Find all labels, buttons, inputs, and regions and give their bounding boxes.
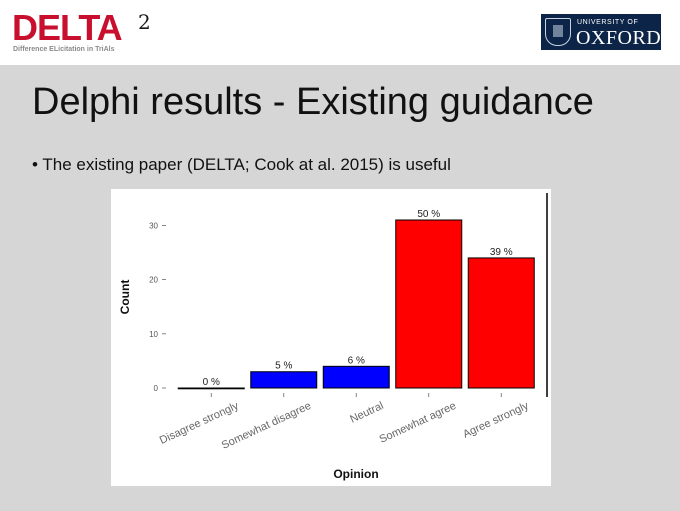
bullet-text: The existing paper (DELTA; Cook at al. 2… [42,155,451,174]
x-category-label: Somewhat agree [378,400,458,446]
bar [250,371,318,389]
bar [177,387,245,390]
bar [467,257,535,389]
y-tick-label: 10 [149,330,158,339]
chart-panel: 0 10 20 30 0 % Disagree strongly 5 % Somewhat d… [111,189,551,486]
oxford-logo-university-of: UNIVERSITY OF [577,19,639,26]
bar-data-label: 0 % [203,377,220,388]
x-category-label: Agree strongly [461,400,531,441]
oxford-logo: UNIVERSITY OF OXFORD [541,14,661,50]
delta-logo-superscript: 2 [138,10,151,34]
y-tick-label: 30 [149,221,158,230]
bar-data-label: 50 % [417,209,440,220]
bar-data-label: 5 % [275,361,292,372]
bar [395,219,463,389]
x-category-label: Neutral [348,400,385,426]
delta-logo: DELTA 2 Difference ELicitation in TriAls [12,7,151,54]
slide-title: Delphi results - Existing guidance [32,81,594,123]
y-tick-label: 20 [149,276,158,285]
bar-data-label: 6 % [348,355,365,366]
y-tick-label: 0 [154,384,159,393]
y-axis-title: Count [118,280,132,315]
x-axis-title: Opinion [333,467,378,481]
bullet-marker: • [32,155,38,174]
oxford-logo-name: OXFORD [576,27,662,49]
bullet-point: • The existing paper (DELTA; Cook at al.… [32,155,451,175]
delta-logo-wordmark: DELTA [12,7,123,48]
bar-data-label: 39 % [490,247,513,258]
oxford-crest-icon [545,18,571,46]
bar [322,365,390,389]
delta-logo-tagline: Difference ELicitation in TriAls [13,46,115,53]
